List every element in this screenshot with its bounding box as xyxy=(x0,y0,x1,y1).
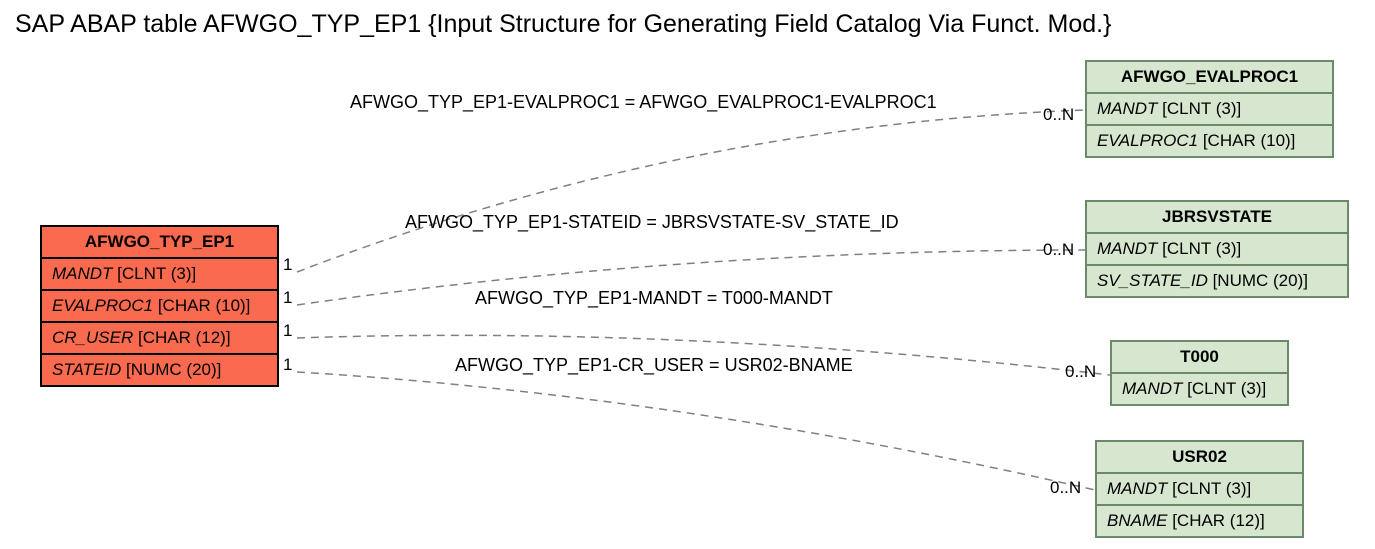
entity-field: STATEID [NUMC (20)] xyxy=(42,355,277,385)
cardinality-from: 1 xyxy=(283,288,292,308)
field-name: MANDT xyxy=(1122,379,1182,398)
entity-header: T000 xyxy=(1112,342,1287,374)
entity-field: SV_STATE_ID [NUMC (20)] xyxy=(1087,266,1347,296)
field-type: [CLNT (3)] xyxy=(1157,99,1241,118)
field-type: [NUMC (20)] xyxy=(121,360,221,379)
page-title: SAP ABAP table AFWGO_TYP_EP1 {Input Stru… xyxy=(15,10,1111,39)
field-name: SV_STATE_ID xyxy=(1097,271,1208,290)
field-type: [CHAR (10)] xyxy=(1198,131,1295,150)
relation-label: AFWGO_TYP_EP1-STATEID = JBRSVSTATE-SV_ST… xyxy=(405,212,899,233)
entity-header: AFWGO_EVALPROC1 xyxy=(1087,62,1332,94)
cardinality-from: 1 xyxy=(283,255,292,275)
field-type: [NUMC (20)] xyxy=(1208,271,1308,290)
field-name: EVALPROC1 xyxy=(52,296,153,315)
related-entity: T000MANDT [CLNT (3)] xyxy=(1110,340,1289,406)
main-entity: AFWGO_TYP_EP1MANDT [CLNT (3)]EVALPROC1 [… xyxy=(40,225,279,387)
entity-header: USR02 xyxy=(1097,442,1302,474)
relation-label: AFWGO_TYP_EP1-MANDT = T000-MANDT xyxy=(475,288,833,309)
field-name: MANDT xyxy=(52,264,112,283)
entity-field: EVALPROC1 [CHAR (10)] xyxy=(1087,126,1332,156)
relation-label: AFWGO_TYP_EP1-EVALPROC1 = AFWGO_EVALPROC… xyxy=(350,92,937,113)
related-entity: JBRSVSTATEMANDT [CLNT (3)]SV_STATE_ID [N… xyxy=(1085,200,1349,298)
entity-field: MANDT [CLNT (3)] xyxy=(1097,474,1302,506)
field-name: MANDT xyxy=(1107,479,1167,498)
cardinality-from: 1 xyxy=(283,321,292,341)
cardinality-to: 0..N xyxy=(1043,240,1074,260)
cardinality-to: 0..N xyxy=(1065,362,1096,382)
entity-field: BNAME [CHAR (12)] xyxy=(1097,506,1302,536)
entity-header: AFWGO_TYP_EP1 xyxy=(42,227,277,259)
entity-field: MANDT [CLNT (3)] xyxy=(1087,234,1347,266)
related-entity: AFWGO_EVALPROC1MANDT [CLNT (3)]EVALPROC1… xyxy=(1085,60,1334,158)
relation-label: AFWGO_TYP_EP1-CR_USER = USR02-BNAME xyxy=(455,355,853,376)
field-type: [CHAR (12)] xyxy=(1167,511,1264,530)
field-type: [CLNT (3)] xyxy=(1182,379,1266,398)
entity-field: MANDT [CLNT (3)] xyxy=(1087,94,1332,126)
cardinality-to: 0..N xyxy=(1043,105,1074,125)
field-name: STATEID xyxy=(52,360,121,379)
entity-field: EVALPROC1 [CHAR (10)] xyxy=(42,291,277,323)
entity-field: MANDT [CLNT (3)] xyxy=(1112,374,1287,404)
entity-header: JBRSVSTATE xyxy=(1087,202,1347,234)
entity-field: MANDT [CLNT (3)] xyxy=(42,259,277,291)
field-type: [CHAR (10)] xyxy=(153,296,250,315)
entity-field: CR_USER [CHAR (12)] xyxy=(42,323,277,355)
field-name: BNAME xyxy=(1107,511,1167,530)
field-name: CR_USER xyxy=(52,328,133,347)
field-type: [CHAR (12)] xyxy=(133,328,230,347)
field-name: EVALPROC1 xyxy=(1097,131,1198,150)
cardinality-from: 1 xyxy=(283,355,292,375)
cardinality-to: 0..N xyxy=(1050,478,1081,498)
field-type: [CLNT (3)] xyxy=(1167,479,1251,498)
field-type: [CLNT (3)] xyxy=(112,264,196,283)
field-name: MANDT xyxy=(1097,99,1157,118)
field-name: MANDT xyxy=(1097,239,1157,258)
field-type: [CLNT (3)] xyxy=(1157,239,1241,258)
related-entity: USR02MANDT [CLNT (3)]BNAME [CHAR (12)] xyxy=(1095,440,1304,538)
